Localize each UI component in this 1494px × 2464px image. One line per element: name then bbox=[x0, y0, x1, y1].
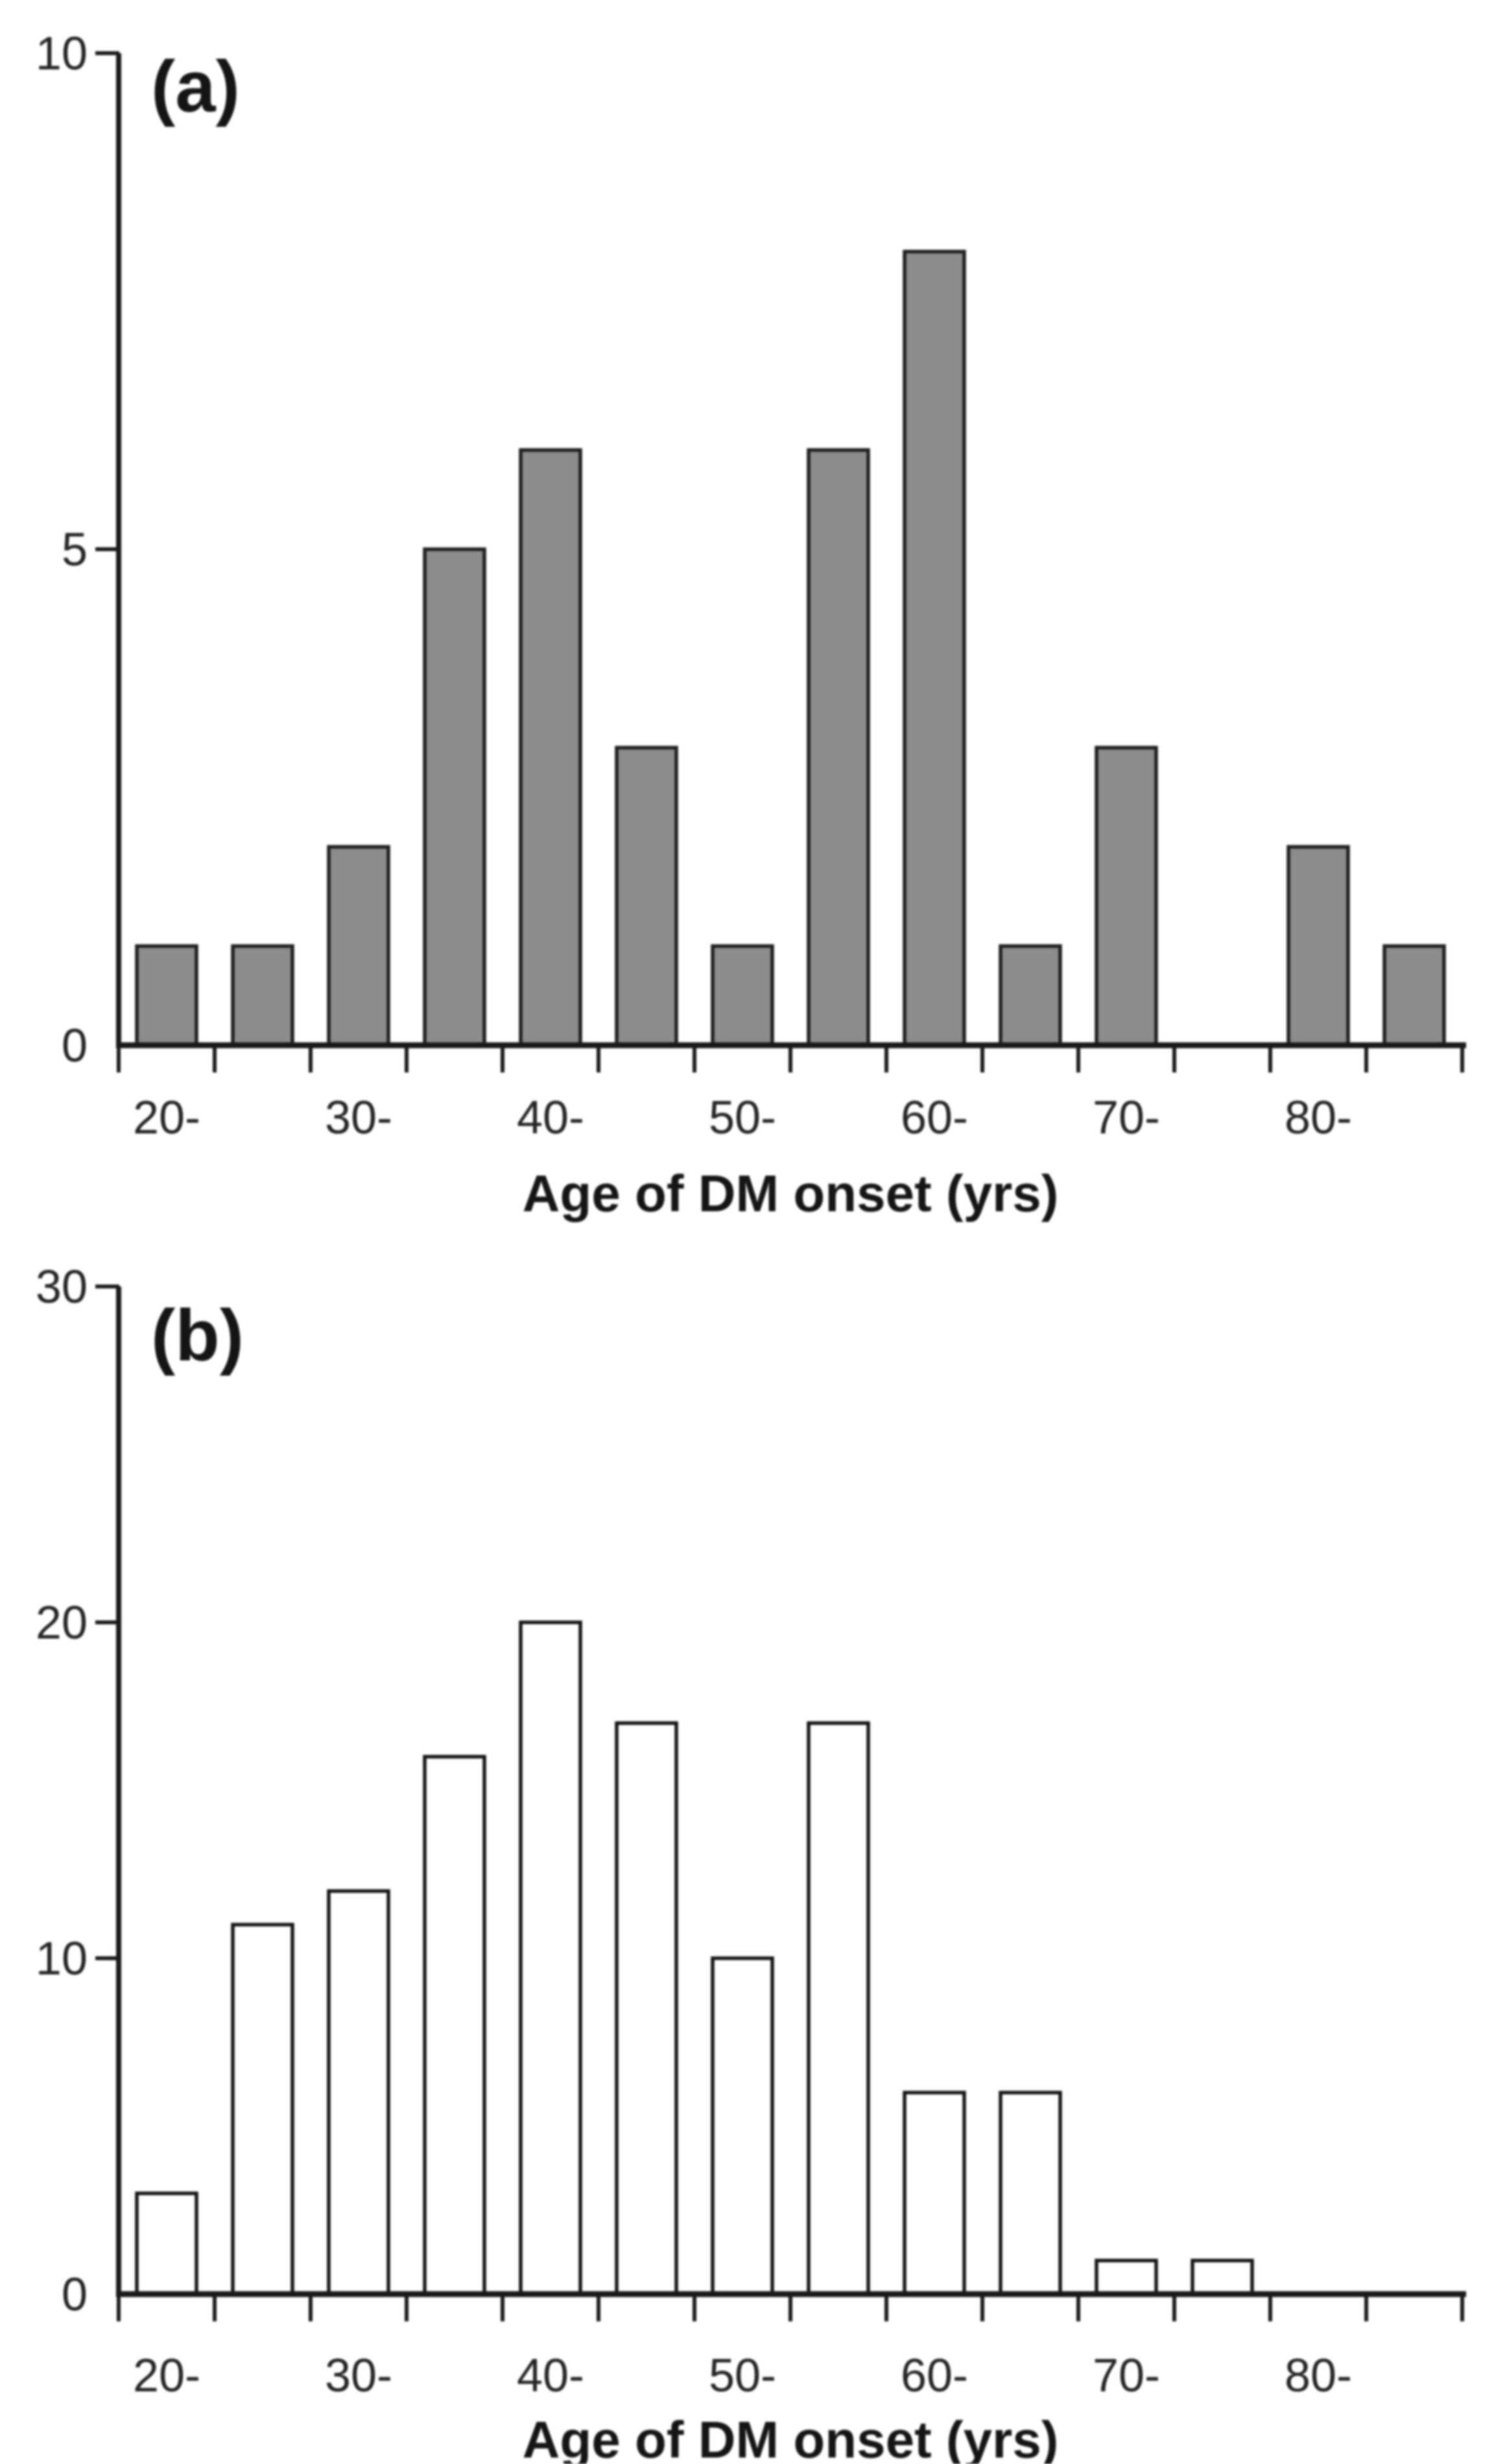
bar bbox=[615, 746, 678, 1047]
bar bbox=[135, 2191, 198, 2296]
y-tick-label: 30 bbox=[36, 1261, 88, 1313]
bars-group-a bbox=[135, 250, 1446, 1047]
x-tick-label: 30- bbox=[325, 2350, 392, 2402]
bar bbox=[807, 448, 870, 1047]
x-tick-label: 80- bbox=[1285, 2350, 1352, 2402]
bar bbox=[231, 944, 294, 1047]
x-tick-label: 20- bbox=[133, 1092, 200, 1144]
panel-label-b: (b) bbox=[151, 1295, 244, 1376]
x-axis-title-a: Age of DM onset (yrs) bbox=[523, 1165, 1059, 1222]
bar bbox=[903, 250, 966, 1047]
bar bbox=[327, 1889, 390, 2296]
bar bbox=[1095, 2258, 1158, 2296]
y-tick-label: 0 bbox=[62, 1020, 88, 1072]
bar bbox=[615, 1721, 678, 2296]
bar bbox=[807, 1721, 870, 2296]
x-tick-label: 40- bbox=[517, 1092, 584, 1144]
x-tick-label: 50- bbox=[709, 2350, 776, 2402]
bar bbox=[1095, 746, 1158, 1047]
bar bbox=[1191, 2258, 1254, 2296]
x-tick-label: 80- bbox=[1285, 1092, 1352, 1144]
bar bbox=[231, 1923, 294, 2296]
bar bbox=[1286, 845, 1350, 1047]
histogram-panel-b: 0 10 20 30 20- 30- 40- 50- 60- 70- 80- (b) Age of … bbox=[36, 1261, 1466, 2464]
axes-group-b: 0 10 20 30 20- 30- 40- 50- 60- 70- 80- bbox=[36, 1261, 1466, 2402]
bar bbox=[423, 547, 486, 1047]
bar bbox=[327, 845, 390, 1047]
x-tick-label: 70- bbox=[1093, 2350, 1160, 2402]
bars-group-b bbox=[135, 1620, 1254, 2296]
bar bbox=[711, 944, 774, 1047]
x-tick-label: 30- bbox=[325, 1092, 392, 1144]
bar bbox=[519, 448, 582, 1047]
x-tick-label: 20- bbox=[133, 2350, 200, 2402]
bar bbox=[999, 944, 1062, 1047]
x-tick-label: 60- bbox=[901, 1092, 968, 1144]
x-tick-label: 50- bbox=[709, 1092, 776, 1144]
panel-label-a: (a) bbox=[151, 46, 240, 127]
y-tick-label: 5 bbox=[62, 524, 88, 576]
x-tick-label: 60- bbox=[901, 2350, 968, 2402]
x-axis-title-b: Age of DM onset (yrs) bbox=[523, 2411, 1059, 2464]
x-tick-label: 70- bbox=[1093, 1092, 1160, 1144]
axes-group-a: 0 5 10 20- 30- 40- 50- 60- 70- 80- bbox=[36, 28, 1466, 1144]
bar bbox=[999, 2091, 1062, 2296]
histogram-panel-a: 0 5 10 20- 30- 40- 50- 60- 70- 80- (a) Age of DM … bbox=[36, 28, 1466, 1222]
bar bbox=[423, 1755, 486, 2296]
y-tick-label: 10 bbox=[36, 1933, 88, 1985]
bar bbox=[135, 944, 198, 1047]
bar bbox=[903, 2091, 966, 2296]
y-tick-label: 20 bbox=[36, 1597, 88, 1649]
x-tick-label: 40- bbox=[517, 2350, 584, 2402]
bar bbox=[711, 1956, 774, 2296]
y-tick-label: 0 bbox=[62, 2269, 88, 2321]
y-tick-label: 10 bbox=[36, 28, 88, 80]
bar bbox=[519, 1620, 582, 2296]
bar bbox=[1382, 944, 1446, 1047]
